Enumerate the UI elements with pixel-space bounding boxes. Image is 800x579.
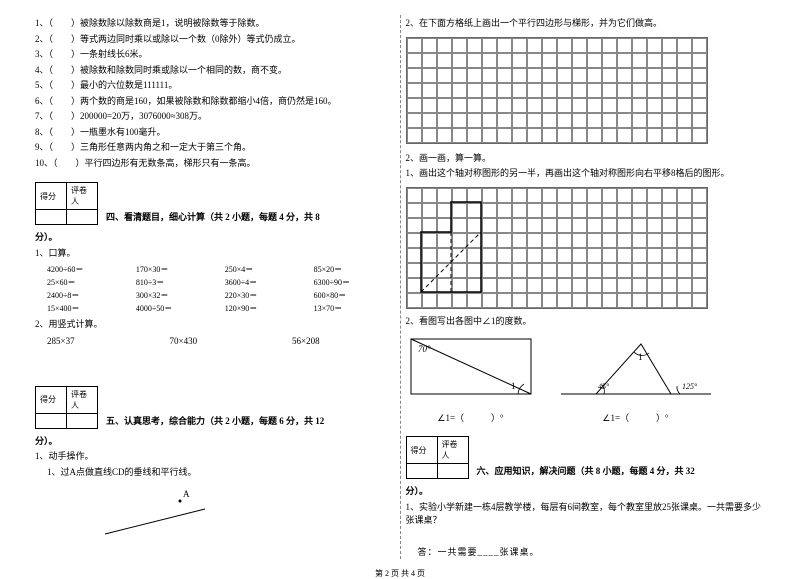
page-footer: 第 2 页 共 4 页 (0, 568, 800, 579)
section-6-title: 六、应用知识，解决问题（共 8 小题，每题 4 分，共 32 (477, 464, 695, 479)
calc-item: 170×30＝ (136, 264, 217, 275)
judge-list: 1、（ ）被除数除以除数商是1，说明被除数等于除数。 2、（ ）等式两边同时乘以… (35, 17, 395, 170)
judge-item: 1、（ ）被除数除以除数商是1，说明被除数等于除数。 (35, 17, 395, 31)
calc-item: 85×20＝ (314, 264, 395, 275)
draw-section: 2、画一画，算一算。 (406, 152, 766, 166)
q6-answer: 答：一共需要____张课桌。 (418, 546, 766, 560)
q1-label: 1、口算。 (35, 247, 395, 261)
grid-paper-1 (406, 37, 708, 144)
q2-label: 2、用竖式计算。 (35, 318, 395, 332)
calc-item: 220×30＝ (225, 290, 306, 301)
score-box-6: 得分评卷人 六、应用知识，解决问题（共 8 小题，每题 4 分，共 32 (406, 436, 766, 479)
line-diagram: A (95, 489, 395, 541)
svg-text:1: 1 (511, 381, 516, 391)
section-4-title: 四、看清题目，细心计算（共 2 小题，每题 4 分，共 8 (106, 210, 320, 225)
rectangle-angle: 70° 1 ∠1=（ ）° (406, 334, 536, 424)
score-box-5: 得分评卷人 五、认真思考，综合能力（共 2 小题，每题 6 分，共 12 (35, 386, 395, 429)
judge-item: 7、（ ）200000=20万，3076000≈308万。 (35, 110, 395, 124)
grid-paper-2-wrap (406, 187, 766, 309)
angle-figures: 70° 1 ∠1=（ ）° 45° 125° 1 ∠1=（ ）° (406, 334, 766, 424)
judge-item: 5、（ ）最小的六位数是111111。 (35, 79, 395, 93)
svg-text:70°: 70° (418, 344, 431, 354)
calc-item: 810÷3＝ (136, 277, 217, 288)
calc-item: 4200÷60＝ (47, 264, 128, 275)
grader-label: 评卷人 (67, 386, 98, 413)
score-label: 得分 (36, 183, 67, 210)
calc-item: 2400÷8＝ (47, 290, 128, 301)
q6-1: 1、实验小学新建一栋4层教学楼，每层有6间教室，每个教室里放25张课桌。一共需要… (406, 501, 766, 528)
judge-item: 8、（ ）一瓶墨水有100毫升。 (35, 126, 395, 140)
score-label: 得分 (36, 386, 67, 413)
grader-label: 评卷人 (67, 183, 98, 210)
calc-item: 3600÷4＝ (225, 277, 306, 288)
point-a-label: A (183, 489, 190, 499)
score-box-4: 得分评卷人 四、看清题目，细心计算（共 2 小题，每题 4 分，共 8 (35, 182, 395, 225)
angle-1-blank: ∠1=（ ）° (406, 411, 536, 424)
calc-item: 300×32＝ (136, 290, 217, 301)
judge-item: 6、（ ）两个数的商是160，如果被除数和除数都缩小4倍，商仍然是160。 (35, 95, 395, 109)
judge-item: 9、（ ）三角形任意两内角之和一定大于第三个角。 (35, 141, 395, 155)
grader-label: 评卷人 (437, 437, 468, 464)
calc-item: 56×208 (292, 336, 395, 346)
judge-item: 10、（ ）平行四边形有无数条高，梯形只有一条高。 (35, 157, 395, 171)
q2-angle: 2、看图写出各图中∠1的度数。 (406, 315, 766, 329)
section-5-title: 五、认真思考，综合能力（共 2 小题，每题 6 分，共 12 (106, 414, 324, 429)
section-4-tail: 分）。 (35, 231, 395, 245)
calc-grid: 4200÷60＝ 170×30＝ 250×4＝ 85×20＝ 25×60＝ 810÷3＝… (47, 264, 395, 314)
svg-text:125°: 125° (682, 382, 698, 391)
calc-item: 120×90＝ (225, 303, 306, 314)
judge-item: 4、（ ）被除数和除数同时乘或除以一个相同的数，商不变。 (35, 64, 395, 78)
q5-1: 1、动手操作。 (35, 450, 395, 464)
calc-item: 250×4＝ (225, 264, 306, 275)
svg-text:1: 1 (638, 352, 643, 362)
judge-item: 3、（ ）一条射线长6米。 (35, 48, 395, 62)
calc-item: 13×70＝ (314, 303, 395, 314)
calc-item: 600×80＝ (314, 290, 395, 301)
section-6-tail: 分）。 (406, 485, 766, 499)
q5-1-sub: 1、过A点做直线CD的垂线和平行线。 (47, 466, 395, 480)
judge-item: 2、（ ）等式两边同时乘以或除以一个数（0除外）等式仍成立。 (35, 33, 395, 47)
score-label: 得分 (406, 437, 437, 464)
vertical-calc: 285×37 70×430 56×208 (47, 336, 395, 346)
q1-draw: 1、画出这个轴对称图形的另一半，再画出这个轴对称图形向右平移8格后的图形。 (406, 167, 766, 181)
calc-item: 285×37 (47, 336, 150, 346)
calc-item: 4000÷50＝ (136, 303, 217, 314)
calc-item: 25×60＝ (47, 277, 128, 288)
angle-1-blank-2: ∠1=（ ）° (556, 411, 716, 424)
calc-item: 70×430 (170, 336, 273, 346)
triangle-angle: 45° 125° 1 ∠1=（ ）° (556, 334, 716, 424)
section-5-tail: 分）。 (35, 435, 395, 449)
symmetry-shape (406, 187, 706, 307)
calc-item: 6300÷90＝ (314, 277, 395, 288)
grid1-prompt: 2、在下面方格纸上画出一个平行四边形与梯形，并为它们做高。 (406, 17, 766, 31)
calc-item: 15×400＝ (47, 303, 128, 314)
